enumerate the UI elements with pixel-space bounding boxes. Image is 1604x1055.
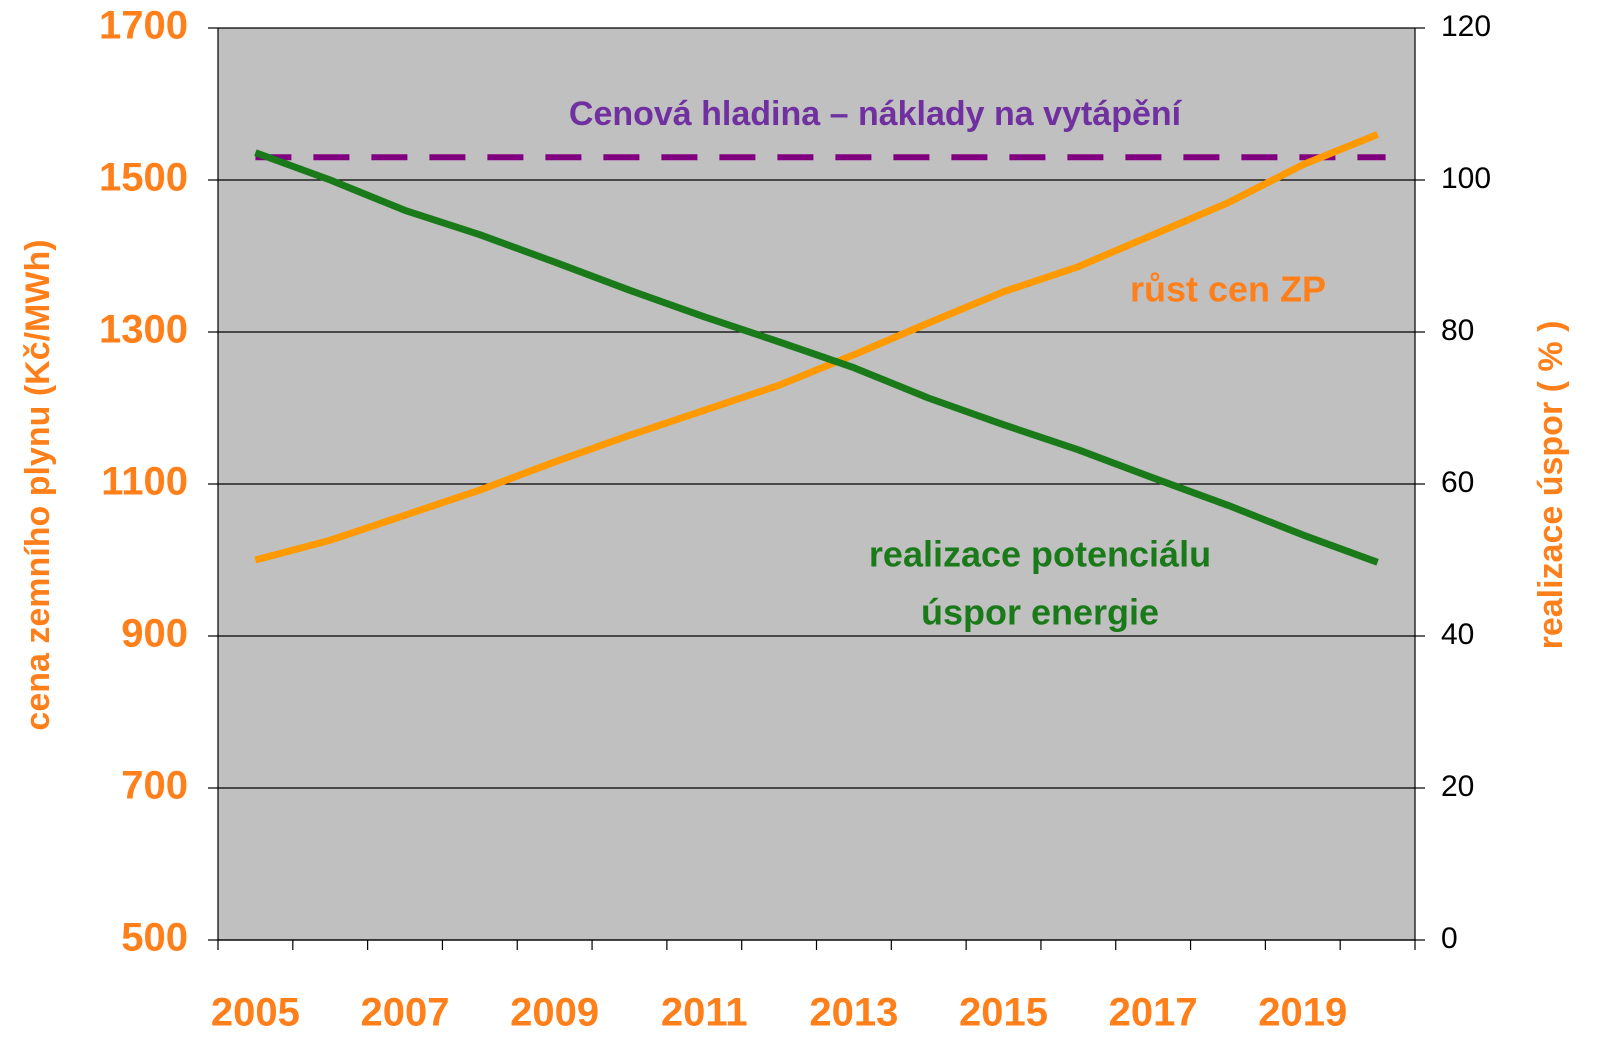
y2-tick-label: 0 (1441, 922, 1458, 955)
y2-tick-label: 120 (1441, 10, 1491, 43)
series-line (254, 131, 1379, 564)
y-tick-label: 1100 (101, 460, 188, 504)
y2-axis-label: realizace úspor ( % ) (1532, 321, 1570, 650)
x-tick-label: 2015 (959, 991, 1048, 1035)
x-tick-label: 2009 (510, 991, 599, 1035)
y-tick-label: 1300 (99, 308, 188, 352)
y2-tick-label: 40 (1441, 618, 1474, 651)
annotation: růst cen ZP (1130, 269, 1326, 310)
x-tick-label: 2011 (661, 991, 748, 1035)
x-tick-label: 2019 (1258, 991, 1347, 1035)
y-tick-label: 1700 (99, 4, 188, 48)
series-line (254, 149, 1379, 566)
y-tick-label: 500 (121, 916, 188, 960)
y-tick-label: 1500 (99, 156, 188, 200)
y-tick-label: 900 (121, 612, 188, 656)
y2-tick-label: 20 (1441, 770, 1474, 803)
x-tick-label: 2013 (809, 991, 898, 1035)
x-tick-label: 2007 (361, 991, 450, 1035)
y2-tick-label: 60 (1441, 466, 1474, 499)
reference-label: Cenová hladina – náklady na vytápění (569, 95, 1183, 133)
y2-tick-label: 100 (1441, 162, 1491, 195)
y-axis-label: cena zemního plynu (Kč/MWh) (19, 239, 57, 730)
x-tick-label: 2005 (211, 991, 300, 1035)
y2-tick-label: 80 (1441, 314, 1474, 347)
y-tick-label: 700 (121, 764, 188, 808)
annotation: úspor energie (921, 592, 1159, 633)
x-tick-label: 2017 (1109, 991, 1198, 1035)
annotation: realizace potenciálu (869, 534, 1211, 575)
